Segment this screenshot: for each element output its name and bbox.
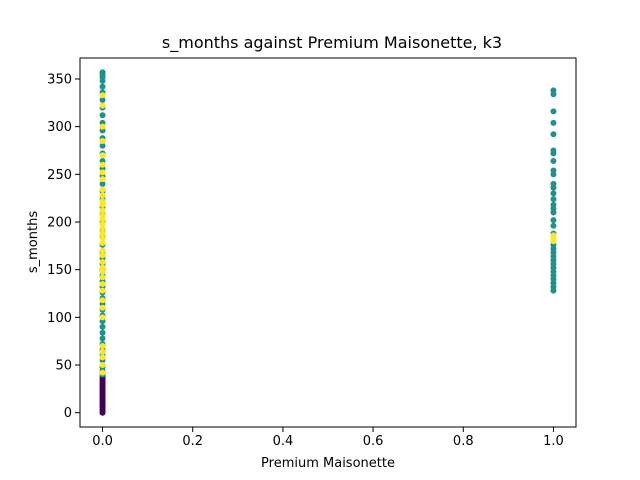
x-tick-label: 0.2	[182, 434, 203, 449]
scatter-point	[99, 287, 106, 294]
x-axis-label: Premium Maisonette	[261, 456, 395, 471]
scatter-point	[550, 232, 557, 239]
scatter-point	[99, 323, 106, 330]
y-tick-label: 300	[47, 120, 72, 135]
scatter-point	[99, 369, 106, 376]
scatter-point	[99, 348, 106, 355]
scatter-point	[99, 247, 106, 254]
scatter-point	[99, 235, 106, 242]
scatter-point	[99, 137, 106, 144]
scatter-point	[550, 217, 557, 224]
scatter-point	[99, 264, 106, 271]
chart-title: s_months against Premium Maisonette, k3	[162, 33, 502, 53]
y-tick-label: 350	[47, 72, 72, 87]
x-tick-label: 1.0	[543, 434, 564, 449]
scatter-point	[99, 230, 106, 237]
scatter-point	[550, 190, 557, 197]
x-tick-label: 0.8	[453, 434, 474, 449]
scatter-point	[550, 87, 557, 94]
scatter-point	[99, 96, 106, 103]
scatter-point	[99, 192, 106, 199]
scatter-point	[99, 176, 106, 183]
x-tick-label: 0.6	[363, 434, 384, 449]
scatter-point	[550, 167, 557, 174]
x-tick-label: 0.0	[92, 434, 113, 449]
scatter-point	[99, 83, 106, 90]
scatter-point	[99, 220, 106, 227]
scatter-point	[99, 161, 106, 168]
scatter-point	[550, 180, 557, 187]
y-axis: 0 50 100 150 200 250 300 350	[47, 72, 80, 421]
scatter-point	[99, 259, 106, 266]
scatter-point	[99, 112, 106, 119]
x-axis: 0.0 0.2 0.4 0.6 0.8 1.0	[92, 427, 564, 449]
scatter-point	[99, 280, 106, 287]
scatter-point	[99, 362, 106, 369]
scatter-point	[99, 186, 106, 193]
plot-frame	[79, 57, 577, 428]
scatter-point	[99, 239, 106, 246]
scatter-point	[550, 131, 557, 138]
scatter-point	[550, 108, 557, 115]
scatter-point	[99, 342, 106, 349]
scatter-point	[550, 157, 557, 164]
y-tick-label: 0	[64, 406, 72, 421]
scatter-point	[550, 147, 557, 154]
scatter-point	[99, 69, 106, 76]
scatter-point	[99, 180, 106, 187]
y-tick-label: 150	[47, 263, 72, 278]
scatter-point	[99, 304, 106, 311]
scatter-point	[99, 354, 106, 361]
scatter-point	[99, 252, 106, 259]
scatter-point	[550, 201, 557, 208]
scatter-point	[99, 102, 106, 109]
scatter-point	[99, 123, 106, 130]
scatter-point	[99, 297, 106, 304]
y-tick-label: 100	[47, 311, 72, 326]
scatter-point	[550, 119, 557, 126]
scatter-point	[99, 92, 106, 99]
scatter-point	[99, 314, 106, 321]
scatter-point	[99, 207, 106, 214]
scatter-point	[99, 142, 106, 149]
y-axis-label: s_months	[26, 211, 41, 273]
scatter-point	[99, 152, 106, 159]
scatter-point	[99, 212, 106, 219]
x-tick-label: 0.4	[273, 434, 294, 449]
scatter-point	[99, 169, 106, 176]
scatter-point	[99, 329, 106, 336]
scatter-point	[550, 196, 557, 203]
plot-area	[99, 69, 557, 416]
scatter-point	[550, 222, 557, 229]
y-tick-label: 250	[47, 168, 72, 183]
y-tick-label: 50	[55, 359, 72, 374]
y-tick-label: 200	[47, 216, 72, 231]
scatter-point	[99, 225, 106, 232]
scatter-point	[99, 198, 106, 205]
scatter-point	[99, 335, 106, 342]
scatter-point	[99, 274, 106, 281]
